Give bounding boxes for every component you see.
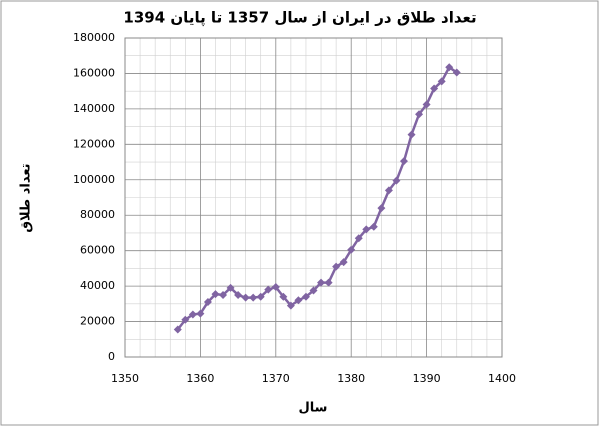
data-point xyxy=(241,293,250,302)
data-point xyxy=(317,278,326,287)
data-point xyxy=(445,63,454,72)
data-point xyxy=(332,262,341,271)
y-tick-label: 80000 xyxy=(80,208,115,221)
x-tick-label: 1360 xyxy=(186,372,214,385)
data-point xyxy=(211,290,220,299)
data-point xyxy=(324,278,333,287)
data-point xyxy=(430,84,439,93)
data-point xyxy=(196,309,205,318)
data-point xyxy=(203,298,212,307)
data-point xyxy=(407,130,416,139)
data-point xyxy=(234,290,243,299)
x-tick-label: 1350 xyxy=(111,372,139,385)
data-point xyxy=(354,234,363,243)
data-point xyxy=(377,204,386,213)
data-point xyxy=(286,301,295,310)
y-tick-label: 100000 xyxy=(73,173,115,186)
data-point xyxy=(369,222,378,231)
chart-title: تعداد طلاق در ایران از سال 1357 تا پایان… xyxy=(123,9,476,28)
data-point xyxy=(173,325,182,334)
y-tick-label: 20000 xyxy=(80,315,115,328)
plot-frame xyxy=(124,37,503,358)
y-axis-label: تعداد طلاق xyxy=(19,163,34,232)
y-tick-label: 40000 xyxy=(80,279,115,292)
data-point xyxy=(392,176,401,185)
data-point xyxy=(226,283,235,292)
data-point xyxy=(301,292,310,301)
y-tick-label: 60000 xyxy=(80,244,115,257)
data-point xyxy=(219,290,228,299)
data-point xyxy=(347,245,356,254)
y-tick-label: 180000 xyxy=(73,31,115,44)
data-point xyxy=(294,296,303,305)
data-point xyxy=(188,310,197,319)
y-tick-label: 0 xyxy=(108,350,115,363)
data-point xyxy=(452,68,461,77)
data-point xyxy=(437,77,446,86)
data-point xyxy=(339,258,348,267)
x-tick-label: 1390 xyxy=(413,372,441,385)
data-point xyxy=(422,100,431,109)
x-tick-label: 1370 xyxy=(262,372,290,385)
data-point xyxy=(384,186,393,195)
x-tick-label: 1380 xyxy=(337,372,365,385)
x-axis-label: سال xyxy=(299,401,328,416)
y-tick-label: 140000 xyxy=(73,102,115,115)
data-point xyxy=(264,285,273,294)
data-point xyxy=(181,315,190,324)
y-tick-label: 120000 xyxy=(73,137,115,150)
data-point xyxy=(256,292,265,301)
x-tick-label: 1400 xyxy=(488,372,516,385)
data-point xyxy=(399,157,408,166)
data-point xyxy=(309,286,318,295)
y-tick-label: 160000 xyxy=(73,66,115,79)
data-point xyxy=(279,292,288,301)
data-point xyxy=(415,110,424,119)
data-point xyxy=(271,282,280,291)
data-point xyxy=(249,293,258,302)
data-point xyxy=(362,225,371,234)
